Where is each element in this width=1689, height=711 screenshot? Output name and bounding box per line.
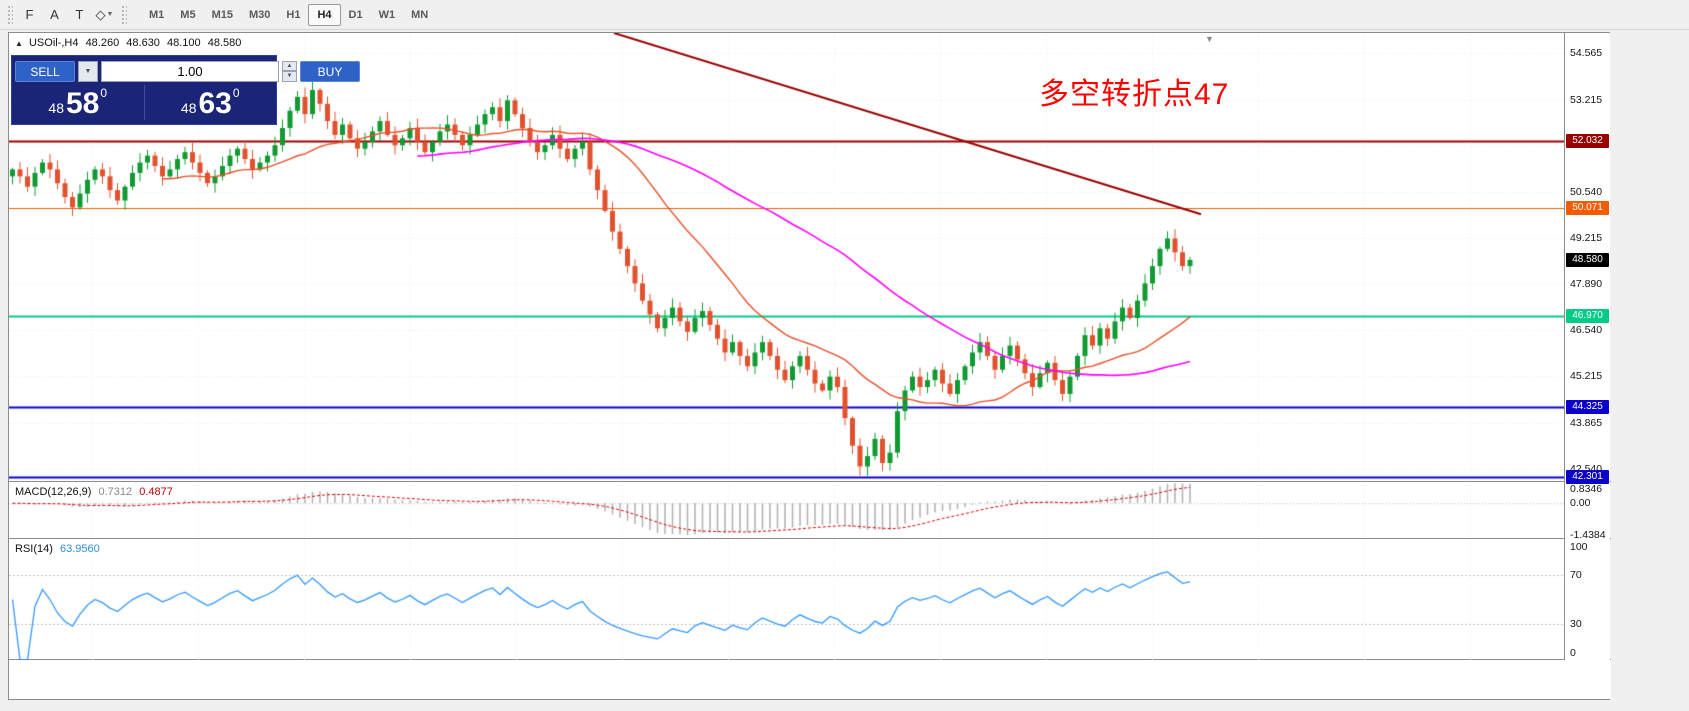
high-value: 48.630 — [126, 37, 160, 49]
price-axis-label: 43.865 — [1570, 416, 1603, 429]
price-axis-label: 50.540 — [1570, 186, 1603, 199]
rsi-axis-label: 0 — [1570, 647, 1576, 659]
buy-button[interactable]: BUY — [300, 60, 360, 82]
timeframe-m5-button[interactable]: M5 — [180, 8, 196, 21]
rsi-value: 63.9560 — [59, 543, 100, 555]
macd-main-value: 0.7312 — [98, 486, 133, 498]
price-level-badge: 44.325 — [1566, 399, 1609, 414]
price-axis-label: 49.215 — [1570, 231, 1603, 244]
rsi-pane: RSI(14) 63.9560 — [9, 539, 1611, 660]
toolbar-gripper[interactable] — [121, 4, 127, 25]
macd-axis-label: 0.8346 — [1570, 483, 1603, 495]
sell-price-display[interactable]: 48 58 0 — [12, 83, 144, 122]
price-axis-label: 53.215 — [1570, 93, 1603, 106]
volume-input[interactable] — [101, 60, 279, 82]
price-level-badge: 50.071 — [1566, 201, 1609, 216]
symbol-label: USOil-,H4 — [28, 37, 79, 49]
rsi-title: RSI(14) — [15, 543, 53, 555]
timeframe-h4-button[interactable]: H4 — [308, 3, 341, 26]
price-pane: ▲ USOil-,H4 48.260 48.630 48.100 48.580 … — [9, 33, 1611, 482]
chart-ohlc-header: ▲ USOil-,H4 48.260 48.630 48.100 48.580 — [15, 37, 245, 49]
price-axis-label: 54.565 — [1570, 47, 1603, 60]
chart-window: ▲ USOil-,H4 48.260 48.630 48.100 48.580 … — [8, 32, 1611, 700]
rsi-axis-label: 100 — [1570, 541, 1588, 553]
line-studies-toolbar: F A T ◇ ▼ — [17, 3, 117, 27]
rsi-axis-label: 30 — [1570, 617, 1582, 630]
toolbar-gripper[interactable] — [7, 4, 13, 25]
one-click-trade-panel: SELL ▼ ▲ ▼ BUY 48 58 0 48 — [11, 55, 360, 125]
symbol-marker-icon: ▲ — [15, 39, 23, 48]
open-value: 48.260 — [85, 37, 120, 49]
timeframe-toolbar: M1 M5 M15 M30 H1 H4 D1 W1 MN — [141, 3, 436, 26]
buy-price-big: 63 — [198, 87, 232, 120]
price-level-badge: 46.970 — [1566, 308, 1609, 323]
toolbar: F A T ◇ ▼ M1 M5 M15 M30 H1 H4 D1 W1 MN — [0, 0, 1689, 30]
sell-price-whole: 48 — [48, 100, 64, 116]
macd-signal-value: 0.4877 — [139, 486, 173, 498]
macd-axis-label: 0.00 — [1570, 497, 1591, 510]
stepper-up-icon[interactable]: ▲ — [282, 60, 297, 71]
timeframe-mn-button[interactable]: MN — [411, 8, 429, 21]
sell-button[interactable]: SELL — [15, 60, 75, 82]
macd-axis-label: -1.4384 — [1570, 529, 1606, 542]
price-level-badge: 48.580 — [1566, 252, 1609, 267]
timeframe-h1-button[interactable]: H1 — [286, 8, 301, 21]
buy-price-pip: 0 — [232, 86, 240, 100]
label-tool-button[interactable]: T — [75, 7, 84, 22]
timeframe-m30-button[interactable]: M30 — [248, 8, 271, 21]
volume-dropdown[interactable]: ▼ — [78, 60, 98, 82]
buy-price-display[interactable]: 48 63 0 — [145, 83, 277, 122]
price-axis[interactable]: 54.565 53.215 50.540 49.215 47.890 46.540 45.2… — [1564, 33, 1610, 660]
low-value: 48.100 — [167, 37, 201, 49]
price-level-badge: 42.301 — [1566, 469, 1609, 484]
macd-pane: MACD(12,26,9) 0.7312 0.4877 — [9, 482, 1611, 539]
macd-header: MACD(12,26,9) 0.7312 0.4877 — [15, 486, 177, 498]
timeframe-d1-button[interactable]: D1 — [348, 8, 363, 21]
chart-text-annotation[interactable]: 多空转折点47 — [1039, 78, 1230, 111]
timeframe-m15-button[interactable]: M15 — [211, 8, 233, 21]
trade-panel-divider — [143, 85, 145, 120]
text-tool-button[interactable]: A — [50, 7, 59, 22]
macd-chart-canvas[interactable] — [9, 482, 1564, 539]
price-level-badge: 52.032 — [1566, 133, 1609, 148]
chevron-down-icon: ▼ — [84, 67, 92, 75]
time-axis[interactable] — [9, 660, 1611, 699]
volume-stepper: ▲ ▼ — [282, 60, 297, 82]
shapes-tool-button[interactable]: ◇ ▼ — [95, 6, 114, 22]
timeframe-m1-button[interactable]: M1 — [149, 8, 165, 21]
buy-price-whole: 48 — [180, 100, 197, 116]
price-axis-label: 46.540 — [1570, 324, 1603, 337]
rsi-header: RSI(14) 63.9560 — [15, 543, 104, 555]
sell-price-big: 58 — [66, 87, 100, 120]
fibonacci-tool-button[interactable]: F — [25, 7, 34, 22]
sell-price-pip: 0 — [100, 86, 108, 100]
macd-title: MACD(12,26,9) — [15, 486, 92, 498]
scroll-to-end-marker[interactable]: ▼ — [1205, 34, 1214, 44]
timeframe-w1-button[interactable]: W1 — [378, 8, 396, 21]
price-axis-label: 47.890 — [1570, 277, 1603, 290]
stepper-down-icon[interactable]: ▼ — [282, 71, 297, 82]
chevron-down-icon: ▼ — [106, 11, 114, 18]
rsi-chart-canvas[interactable] — [9, 539, 1564, 660]
rsi-axis-label: 70 — [1570, 569, 1582, 582]
price-axis-label: 45.215 — [1570, 370, 1603, 383]
close-value: 48.580 — [207, 37, 242, 49]
